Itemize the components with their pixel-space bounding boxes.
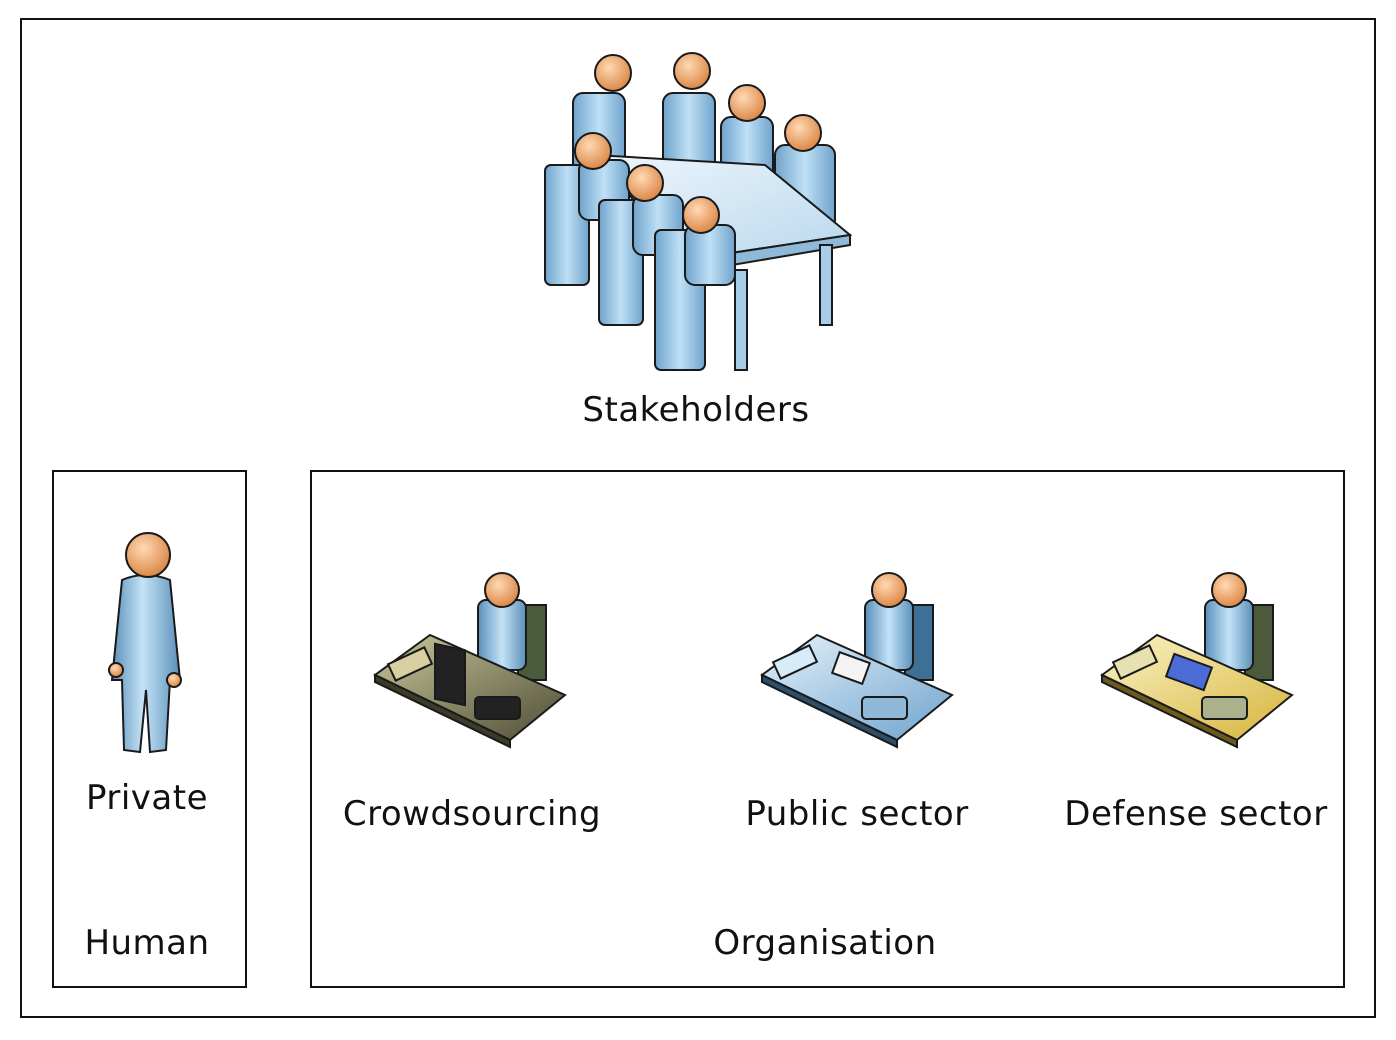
public-sector-label: Public sector bbox=[745, 794, 969, 834]
diagram-frame bbox=[20, 18, 1376, 1018]
human-group-title: Human bbox=[84, 923, 210, 963]
computer-desk-worker-icon bbox=[373, 572, 567, 749]
standing-person-icon bbox=[108, 532, 182, 754]
blue-desk-worker-icon bbox=[760, 572, 954, 749]
defense-sector-label: Defense sector bbox=[1064, 794, 1328, 834]
organisation-group-box bbox=[310, 470, 1345, 988]
human-group-box bbox=[52, 470, 247, 988]
yellow-desk-worker-icon bbox=[1100, 572, 1294, 749]
organisation-group-title: Organisation bbox=[713, 923, 937, 963]
private-label: Private bbox=[85, 778, 209, 818]
crowdsourcing-label: Crowdsourcing bbox=[342, 794, 602, 834]
stakeholders-label: Stakeholders bbox=[582, 390, 810, 430]
meeting-table-icon bbox=[544, 52, 853, 371]
